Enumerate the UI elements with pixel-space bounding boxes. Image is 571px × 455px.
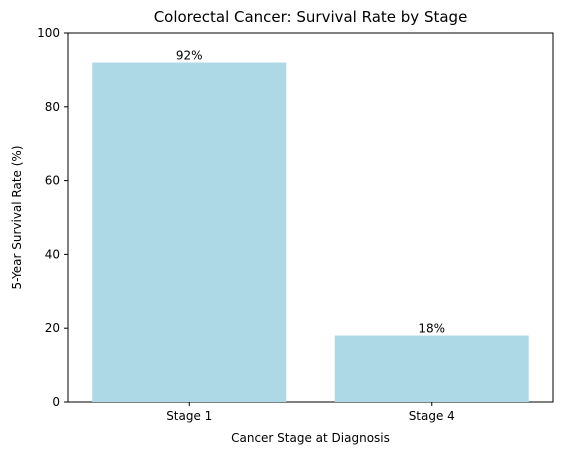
bars-layer xyxy=(92,62,529,403)
x-tick-label-stage-4: Stage 4 xyxy=(409,409,455,423)
x-ticks-layer: Stage 1 Stage 4 xyxy=(166,402,455,423)
data-label-stage-1: 92% xyxy=(176,49,203,63)
y-axis-label: 5-Year Survival Rate (%) xyxy=(10,145,24,289)
y-ticks-layer: 0 20 40 60 80 100 xyxy=(37,26,68,409)
y-tick-label-0: 0 xyxy=(52,395,60,409)
data-labels-layer: 92% 18% xyxy=(176,49,445,336)
chart-title: Colorectal Cancer: Survival Rate by Stag… xyxy=(154,8,468,26)
y-tick-label-60: 60 xyxy=(45,174,60,188)
x-tick-label-stage-1: Stage 1 xyxy=(166,409,212,423)
y-tick-label-40: 40 xyxy=(45,247,60,261)
y-tick-label-20: 20 xyxy=(45,321,60,335)
bar-stage-4 xyxy=(334,335,529,402)
bar-stage-1 xyxy=(92,62,287,403)
plot-area: 92% 18% Stage 1 Stage 4 0 20 40 60 80 100 xyxy=(37,26,554,423)
y-tick-label-80: 80 xyxy=(45,100,60,114)
x-axis-label: Cancer Stage at Diagnosis xyxy=(231,431,390,445)
data-label-stage-4: 18% xyxy=(418,322,445,336)
y-tick-label-100: 100 xyxy=(37,26,60,40)
plot-frame xyxy=(67,32,554,403)
